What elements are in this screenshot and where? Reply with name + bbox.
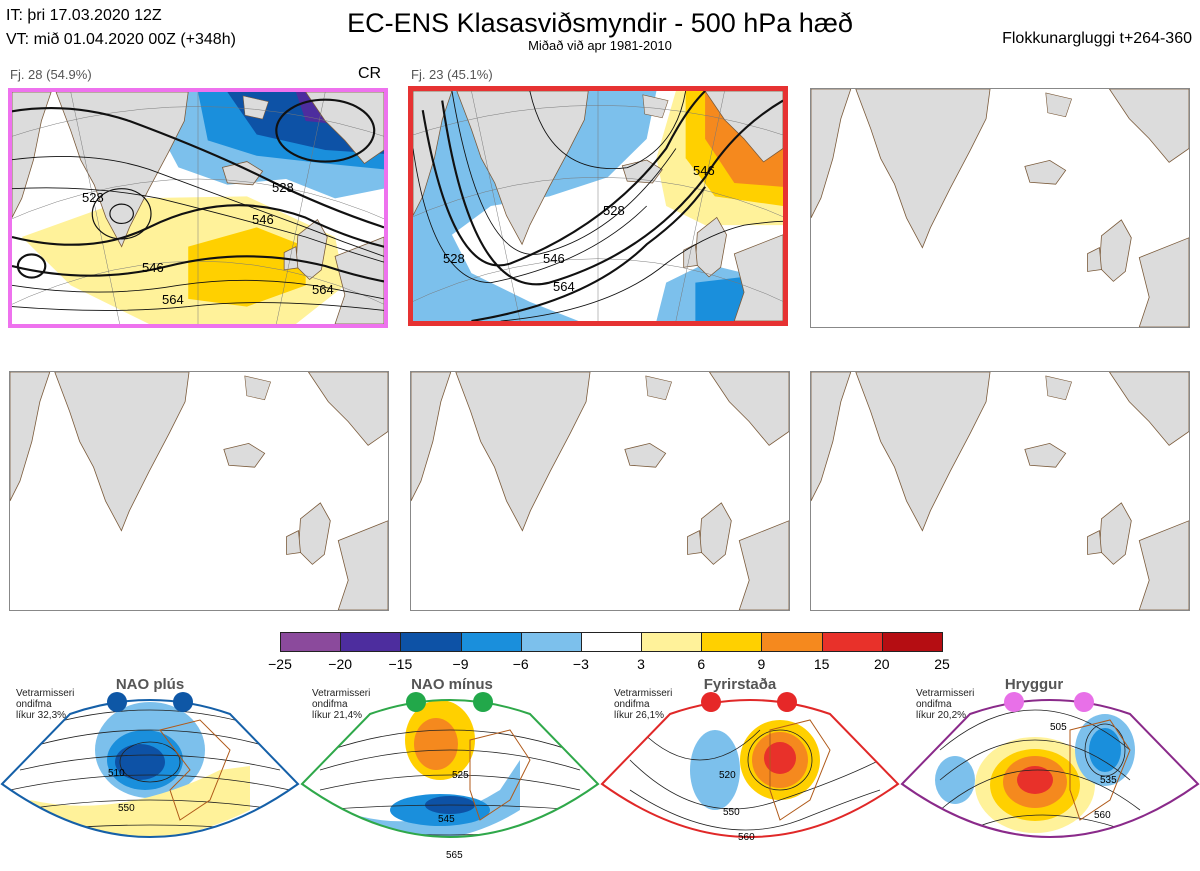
pattern-title-ridge: Hryggur: [1004, 676, 1064, 693]
issue-time: IT: þri 17.03.2020 12Z: [6, 7, 162, 24]
contour-label: 560: [1094, 810, 1111, 821]
colorbar-swatch: [460, 632, 522, 652]
empty-map-5: [411, 372, 789, 610]
pattern-dot: [1004, 692, 1024, 712]
pattern-dot: [1074, 692, 1094, 712]
colorbar-tick: −3: [572, 656, 589, 672]
contour-label: 546: [543, 251, 565, 266]
contour-label: 528: [82, 190, 104, 205]
contour-label: 528: [443, 251, 465, 266]
cluster-panel-3: [810, 88, 1190, 328]
colorbar-tick: −25: [268, 656, 292, 672]
cluster-map-1: [12, 92, 384, 324]
pattern-dot: [701, 692, 721, 712]
page-subtitle: Miðað við apr 1981-2010: [528, 38, 672, 53]
colorbar-swatch: [400, 632, 462, 652]
pattern-note-nao-plus: Vetrarmisseri ondifma líkur 32,3%: [16, 688, 75, 721]
contour-label: 545: [438, 814, 455, 825]
cluster-label-1: Fj. 28 (54.9%): [10, 67, 92, 82]
contour-label: 520: [719, 770, 736, 781]
pattern-note-blocking: Vetrarmisseri ondifma líkur 26,1%: [614, 688, 673, 721]
cluster-tag-1: CR: [358, 65, 382, 82]
contour-label: 528: [603, 203, 625, 218]
contour-label: 550: [723, 807, 740, 818]
cluster-panel-6: [810, 371, 1190, 611]
contour-label: 510: [108, 768, 125, 779]
cluster-map-2: [413, 91, 783, 321]
contour-label: 535: [1100, 775, 1117, 786]
valid-time: VT: mið 01.04.2020 00Z (+348h): [6, 31, 236, 48]
colorbar-swatch: [641, 632, 703, 652]
pattern-dot: [777, 692, 797, 712]
cluster-panel-4: [9, 371, 389, 611]
pattern-note-ridge: Vetrarmisseri ondifma líkur 20,2%: [916, 688, 975, 721]
colorbar-swatch: [580, 632, 643, 652]
contour-label: 565: [446, 850, 463, 861]
colorbar-tick: 25: [934, 656, 950, 672]
pattern-title-nao-plus: NAO plús: [115, 676, 185, 693]
colorbar-swatch: [340, 632, 402, 652]
contour-label: 564: [312, 282, 334, 297]
cluster-panel-1[interactable]: 528 546 564 528 546 564: [8, 88, 388, 328]
colorbar-tick: 6: [697, 656, 706, 672]
colorbar-swatch: [821, 632, 883, 652]
colorbar-tick: −6: [512, 656, 529, 672]
cluster-panel-2[interactable]: 528 546 564 528 546: [408, 86, 788, 326]
contour-label: 564: [553, 279, 575, 294]
classification-window: Flokkunargluggi t+264-360: [1002, 30, 1192, 47]
contour-label: 546: [142, 260, 164, 275]
pattern-dot: [406, 692, 426, 712]
contour-label: 525: [452, 770, 469, 781]
pattern-dot: [173, 692, 193, 712]
pattern-dot: [473, 692, 493, 712]
colorbar-tick: 20: [874, 656, 890, 672]
cluster-label-2: Fj. 23 (45.1%): [411, 67, 493, 82]
empty-map-3: [811, 89, 1189, 327]
contour-label: 546: [693, 163, 715, 178]
colorbar-swatch: [881, 632, 943, 652]
colorbar-swatch: [701, 632, 763, 652]
colorbar-tick: −15: [388, 656, 413, 672]
empty-map-4: [10, 372, 388, 610]
contour-label: 560: [738, 832, 755, 843]
cluster-panel-5: [410, 371, 790, 611]
colorbar-tick: 15: [813, 656, 830, 672]
colorbar-tick: 9: [757, 656, 766, 672]
colorbar-swatch: [761, 632, 823, 652]
colorbar-tick: −9: [452, 656, 469, 672]
blocking-outline: [600, 699, 900, 838]
contour-label: 546: [252, 212, 274, 227]
regime-sectors: [0, 699, 1200, 838]
pattern-title-nao-minus: NAO mínus: [411, 676, 493, 693]
colorbar-tick: −20: [328, 656, 353, 672]
contour-label: 528: [272, 180, 294, 195]
contour-label: 505: [1050, 722, 1067, 733]
contour-label: 550: [118, 803, 135, 814]
pattern-note-nao-minus: Vetrarmisseri ondifma líkur 21,4%: [312, 688, 371, 721]
colorbar-swatch: [280, 632, 342, 652]
colorbar-tick: 3: [637, 656, 645, 672]
empty-map-6: [811, 372, 1189, 610]
contour-label: 564: [162, 292, 184, 307]
blocking-sector: [602, 700, 898, 837]
page-title: EC-ENS Klasasviðsmyndir - 500 hPa hæð: [347, 8, 853, 38]
pattern-dot: [107, 692, 127, 712]
pattern-title-blocking: Fyrirstaða: [703, 676, 777, 693]
colorbar-swatch: [520, 632, 582, 652]
